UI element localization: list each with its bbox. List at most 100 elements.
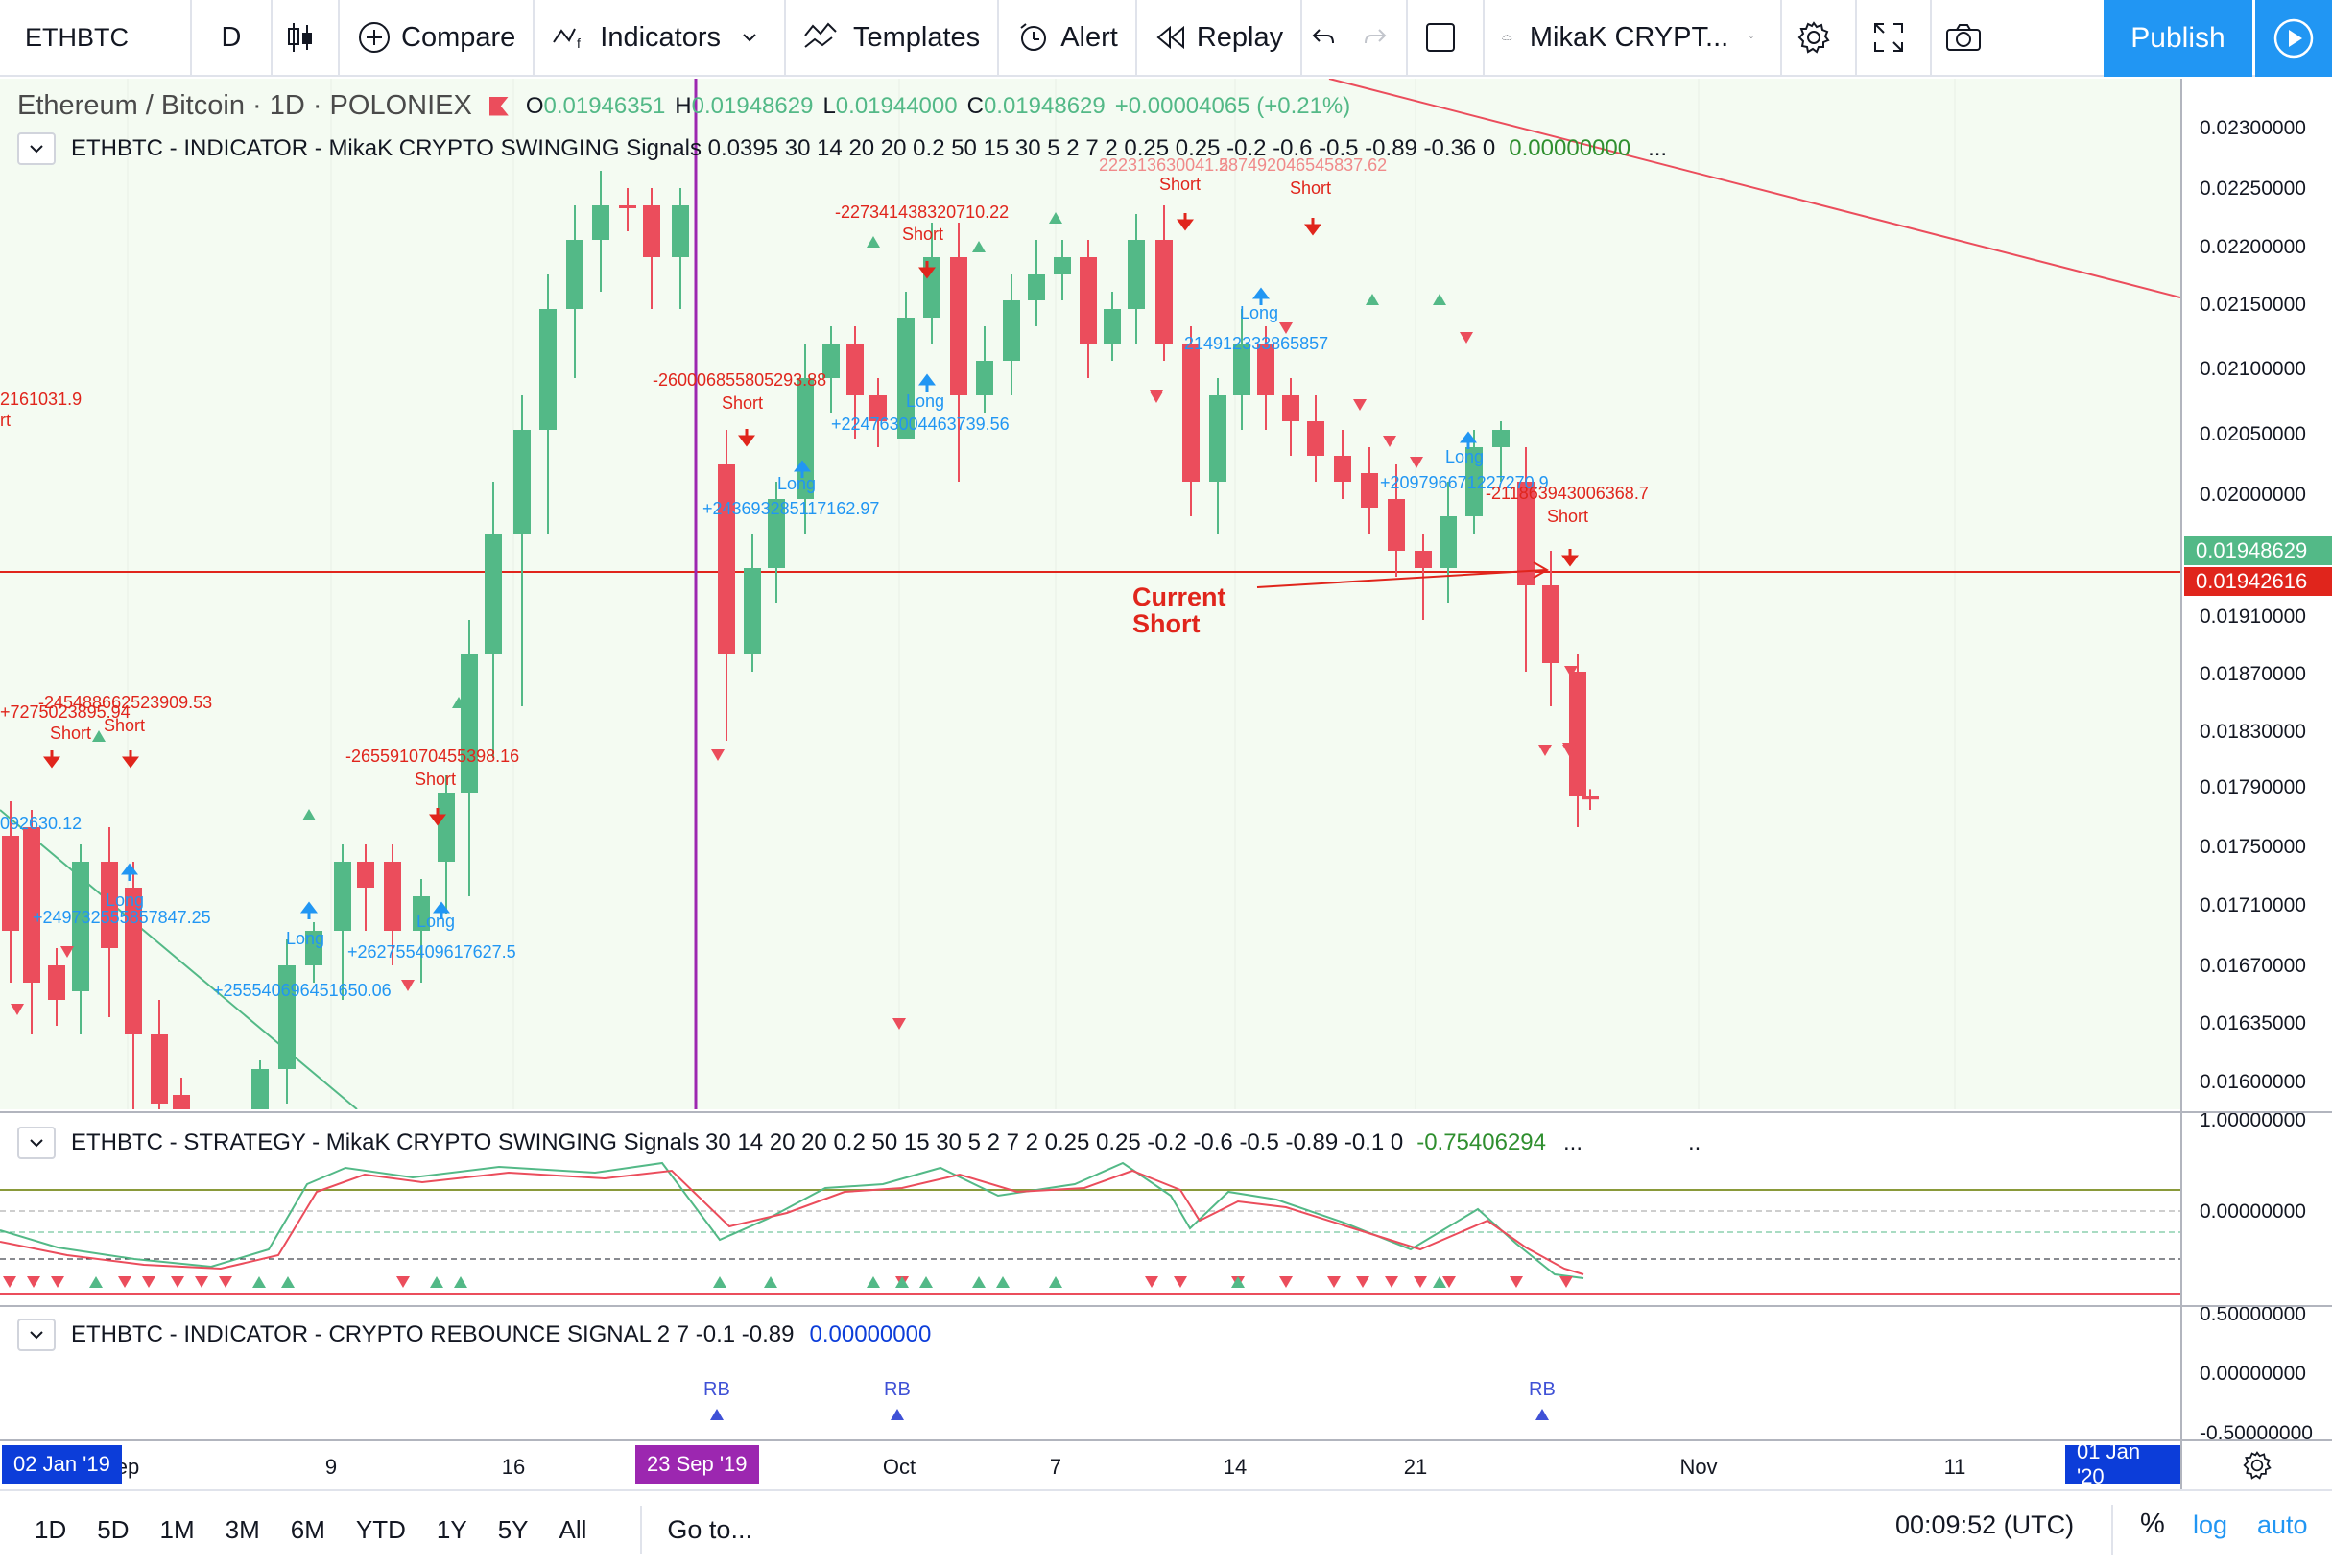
candle-body <box>357 862 374 888</box>
candle <box>643 188 660 309</box>
goto-button[interactable]: Go to... <box>640 1506 752 1554</box>
long-signal-marker <box>92 730 106 742</box>
symbol-flag[interactable] <box>488 96 509 116</box>
indicators-label: Indicators <box>600 21 722 53</box>
candle-body <box>513 430 531 534</box>
long-signal-marker <box>867 236 880 248</box>
expand-button[interactable] <box>1857 0 1933 76</box>
candle <box>1517 447 1535 672</box>
close-label: C <box>966 92 984 119</box>
svg-text:f: f <box>577 36 581 51</box>
utc-clock[interactable]: 00:09:52 (UTC) <box>1895 1510 2075 1539</box>
short-signal-marker <box>892 1018 906 1030</box>
candle-body <box>1155 240 1173 344</box>
range-button-1d[interactable]: 1D <box>35 1514 67 1544</box>
percent-toggle[interactable]: % <box>2140 1509 2165 1539</box>
candle <box>1003 274 1020 395</box>
collapse-rebounce-button[interactable] <box>17 1319 56 1351</box>
high-value: 0.01948629 <box>691 92 814 119</box>
range-button-5d[interactable]: 5D <box>97 1514 130 1544</box>
interval-select[interactable]: D <box>192 0 273 76</box>
fullscreen-toggle[interactable] <box>1408 0 1486 76</box>
strategy-short-marker <box>1414 1276 1427 1288</box>
settings-button[interactable] <box>1782 0 1858 76</box>
indicator-title[interactable]: ETHBTC - INDICATOR - MikaK CRYPTO SWINGI… <box>71 135 1496 161</box>
price-axis[interactable]: 0.02300000 0.02250000 0.02200000 0.02150000… <box>2180 79 2332 1444</box>
publish-button[interactable]: Publish <box>2104 0 2252 77</box>
candle <box>1334 430 1351 499</box>
current-short-arrow <box>1256 569 1546 588</box>
snapshot-button[interactable] <box>1932 0 2005 76</box>
trade-annotation: Long <box>906 392 944 411</box>
candle <box>485 482 502 758</box>
strategy-long-marker <box>430 1276 443 1288</box>
range-button-1y[interactable]: 1Y <box>436 1514 467 1544</box>
rebounce-pane[interactable]: RB RB RB ETHBTC - INDICATOR - CRYPTO REBOU… <box>0 1305 2180 1439</box>
range-button-3m[interactable]: 3M <box>225 1514 260 1544</box>
candle-body <box>461 654 478 793</box>
strategy-pane[interactable]: ETHBTC - STRATEGY - MikaK CRYPTO SWINGIN… <box>0 1111 2180 1303</box>
strategy-long-marker <box>1049 1276 1062 1288</box>
time-axis[interactable]: 11 Nov 21 14 7 Oct 16 9 ep 02 Jan '19 23 Sep '19… <box>0 1439 2180 1489</box>
strategy-more[interactable]: ... <box>1563 1129 1583 1155</box>
templates-button[interactable]: Templates <box>786 0 1000 76</box>
candle <box>1307 395 1324 482</box>
strategy-short-marker <box>1510 1276 1523 1288</box>
time-axis-label: 11 <box>1943 1455 1966 1479</box>
indicators-button[interactable]: f Indicators <box>535 0 787 76</box>
candle-body <box>1307 421 1324 456</box>
collapse-legend-button[interactable] <box>17 132 56 165</box>
candle <box>1028 240 1045 326</box>
resistance-trendline[interactable] <box>1328 78 2181 298</box>
strategy-short-marker <box>1279 1276 1293 1288</box>
layout-select[interactable]: MikaK CRYPT... <box>1485 0 1783 76</box>
trade-annotation: Long <box>286 929 324 948</box>
undo-icon[interactable] <box>1310 26 1337 49</box>
candle <box>846 326 864 439</box>
gear-icon <box>2243 1451 2272 1480</box>
trade-annotation: Short <box>104 716 145 735</box>
short-arrow-icon <box>43 750 60 769</box>
candle-body <box>48 965 65 1000</box>
compare-label: Compare <box>401 21 516 53</box>
range-button-1m[interactable]: 1M <box>159 1514 195 1544</box>
candle <box>1465 430 1483 534</box>
publish-menu-button[interactable] <box>2255 0 2332 77</box>
support-trendline[interactable] <box>0 809 358 1110</box>
candle <box>278 939 296 1104</box>
candle-body <box>1209 395 1226 482</box>
price-axis-label: 0.02300000 <box>2200 117 2306 139</box>
rebounce-chart[interactable]: RB RB RB <box>0 1307 2180 1439</box>
range-button-ytd[interactable]: YTD <box>355 1514 406 1544</box>
auto-toggle[interactable]: auto <box>2257 1510 2308 1539</box>
axis-settings-button[interactable] <box>2180 1439 2332 1489</box>
alert-button[interactable]: Alert <box>999 0 1137 76</box>
replay-button[interactable]: Replay <box>1137 0 1303 76</box>
rebounce-title[interactable]: ETHBTC - INDICATOR - CRYPTO REBOUNCE SIG… <box>71 1321 795 1347</box>
current-short-arrowhead <box>1533 561 1550 579</box>
strategy-legend: ETHBTC - STRATEGY - MikaK CRYPTO SWINGIN… <box>17 1127 1701 1159</box>
range-button-5y[interactable]: 5Y <box>497 1514 529 1544</box>
log-toggle[interactable]: log <box>2193 1510 2228 1539</box>
strategy-chart[interactable] <box>0 1113 2180 1303</box>
strategy-long-marker <box>89 1276 103 1288</box>
price-chart[interactable]: 2161031.9 rt -245488662523909.53+727502389… <box>0 78 2181 1345</box>
candle-body <box>1233 344 1250 395</box>
candle <box>305 922 322 983</box>
range-button-all[interactable]: All <box>559 1514 587 1544</box>
main-chart-pane[interactable]: 2161031.9 rt -245488662523909.53 +727502389… <box>0 78 2181 1345</box>
templates-icon <box>804 22 837 48</box>
indicator-more[interactable]: ... <box>1648 135 1668 161</box>
range-button-6m[interactable]: 6M <box>290 1514 325 1544</box>
redo-icon[interactable] <box>1362 26 1389 49</box>
candle-body <box>1003 300 1020 361</box>
collapse-strategy-button[interactable] <box>17 1127 56 1159</box>
symbol-search[interactable]: ETHBTC <box>0 0 192 76</box>
candle-body <box>768 499 785 568</box>
long-arrow-icon <box>300 901 318 919</box>
chart-style-button[interactable] <box>273 0 340 76</box>
strategy-title[interactable]: ETHBTC - STRATEGY - MikaK CRYPTO SWINGIN… <box>71 1129 1404 1155</box>
price-axis-label: 0.02200000 <box>2200 236 2306 258</box>
compare-button[interactable]: Compare <box>340 0 535 76</box>
candle <box>1233 309 1250 430</box>
